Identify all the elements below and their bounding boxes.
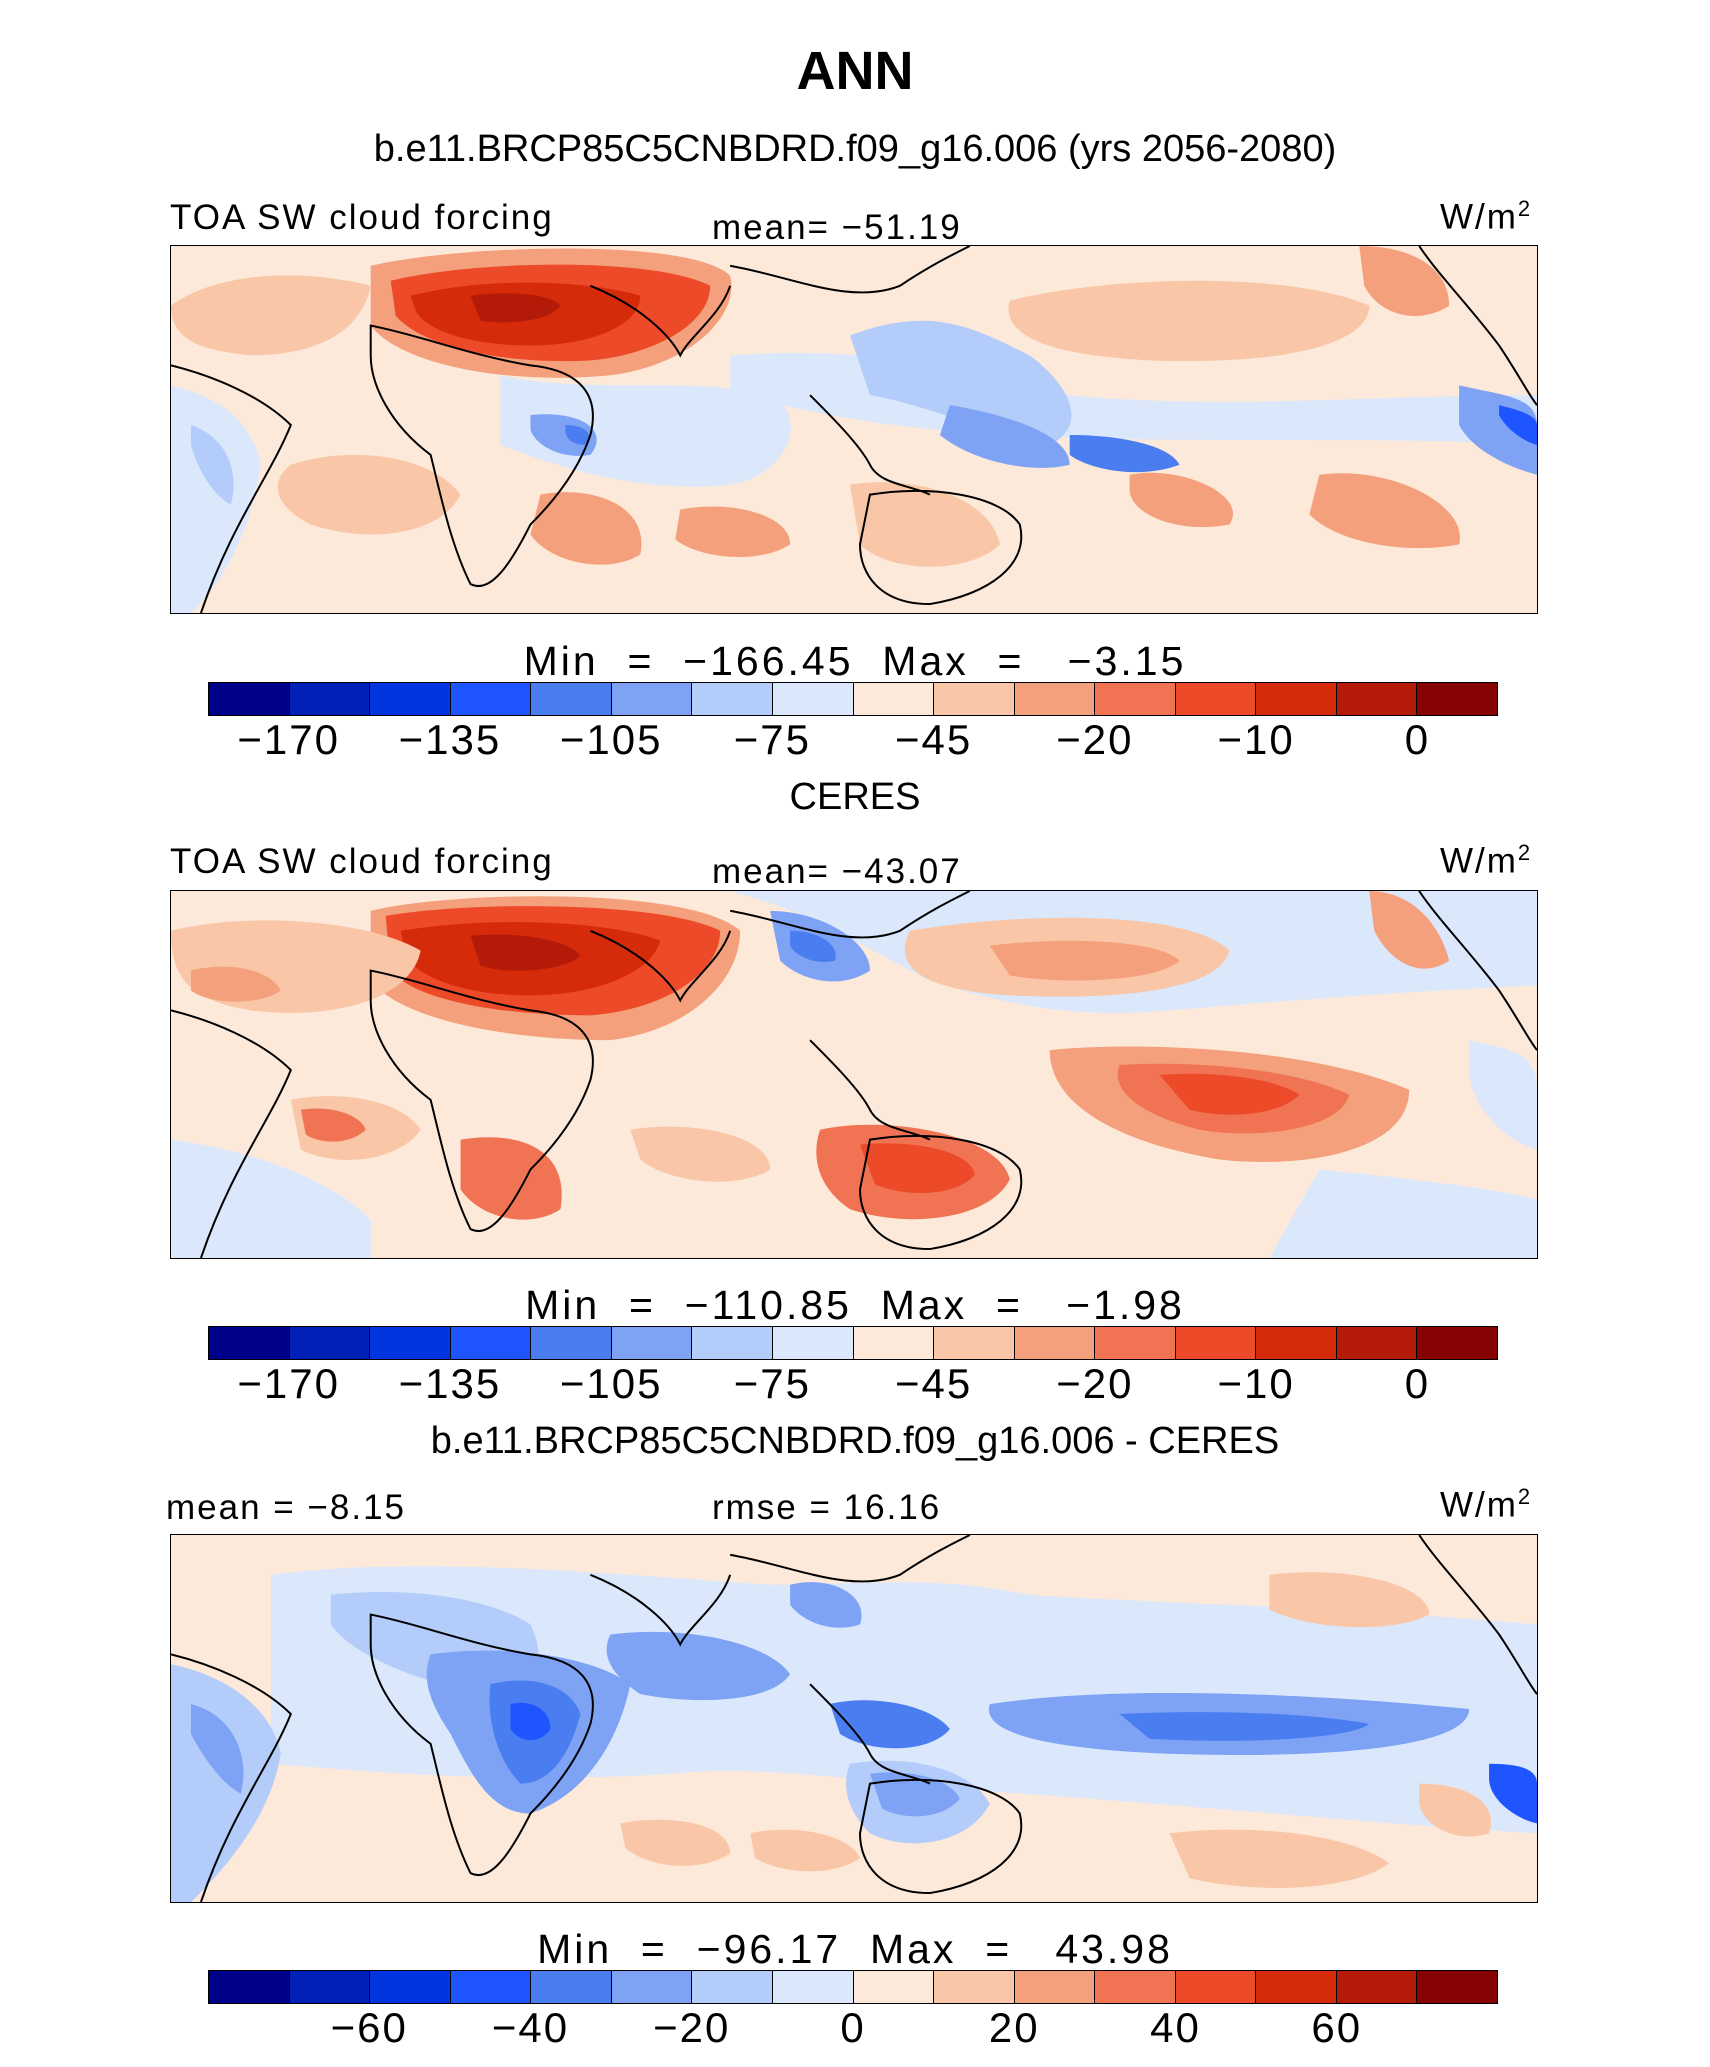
panel-3-map <box>170 1534 1538 1903</box>
colorbar-swatch <box>772 1971 854 2003</box>
panel-3-center-label: rmse = 16.16 <box>712 1488 942 1527</box>
colorbar-swatch <box>1175 1971 1257 2003</box>
colorbar-swatch <box>1014 1971 1096 2003</box>
colorbar-swatch <box>611 1971 693 2003</box>
colorbar-swatch <box>450 1327 532 1359</box>
panel-3-units: W/m2 <box>1440 1484 1533 1525</box>
colorbar-tick-label: 0 <box>1404 1360 1431 1407</box>
colorbar-swatch <box>1417 1327 1497 1359</box>
colorbar-swatch <box>370 1327 451 1359</box>
colorbar-tick-label: 60 <box>1311 2004 1363 2051</box>
colorbar-swatch <box>1095 683 1176 715</box>
colorbar-swatch <box>450 1971 532 2003</box>
panel-1-colorbar-ticks: −170 −135 −105 −75 −45 −20 −10 0 <box>0 716 1710 766</box>
colorbar-swatch <box>370 1971 451 2003</box>
panel-3-contour-map <box>171 1535 1537 1902</box>
colorbar-swatch <box>209 683 290 715</box>
colorbar-tick-label: −60 <box>330 2004 408 2051</box>
panel-2-minmax: Min = −110.85 Max = −1.98 <box>525 1282 1185 1328</box>
colorbar-tick-label: 20 <box>988 2004 1040 2051</box>
panel-1-title: b.e11.BRCP85C5CNBDRD.f09_g16.006 (yrs 20… <box>373 128 1337 170</box>
colorbar-tick-label: 0 <box>840 2004 866 2051</box>
colorbar-swatch <box>1014 683 1096 715</box>
colorbar-swatch <box>1417 683 1497 715</box>
panel-1-units: W/m2 <box>1440 196 1533 237</box>
colorbar-tick-label: 0 <box>1404 716 1431 763</box>
colorbar-swatch <box>853 683 935 715</box>
panel-2-units: W/m2 <box>1440 840 1533 881</box>
panel-3-left-label: mean = −8.15 <box>166 1488 406 1527</box>
colorbar-tick-label: −170 <box>237 716 340 763</box>
colorbar-swatch <box>934 683 1015 715</box>
colorbar-swatch <box>611 1327 693 1359</box>
colorbar-tick-label: −45 <box>895 716 973 763</box>
colorbar-tick-label: −45 <box>895 1360 973 1407</box>
colorbar-tick-label: −135 <box>398 716 502 763</box>
colorbar-swatch <box>1336 1327 1418 1359</box>
colorbar-tick-label: −20 <box>653 2004 731 2051</box>
panel-3-minmax: Min = −96.17 Max = 43.98 <box>537 1926 1173 1972</box>
colorbar-swatch <box>692 1327 773 1359</box>
panel-2-colorbar <box>208 1326 1498 1360</box>
colorbar-swatch <box>772 1327 854 1359</box>
colorbar-swatch <box>531 1971 612 2003</box>
colorbar-swatch <box>531 683 612 715</box>
panel-2-colorbar-ticks: −170 −135 −105 −75 −45 −20 −10 0 <box>0 1360 1710 1410</box>
colorbar-swatch <box>289 683 371 715</box>
panel-3-colorbar <box>208 1970 1498 2004</box>
panel-1-center-label: mean= −51.19 <box>712 208 962 247</box>
colorbar-swatch <box>1336 683 1418 715</box>
colorbar-tick-label: −10 <box>1217 1360 1295 1407</box>
panel-1-left-label: TOA SW cloud forcing <box>170 198 554 237</box>
panel-1-minmax: Min = −166.45 Max = −3.15 <box>523 638 1187 684</box>
colorbar-tick-label: −20 <box>1056 716 1134 763</box>
colorbar-swatch <box>1336 1971 1418 2003</box>
colorbar-swatch <box>289 1327 371 1359</box>
figure-title: ANN <box>796 41 914 101</box>
panel-3-colorbar-ticks: −60 −40 −20 0 20 40 60 <box>0 2004 1710 2054</box>
colorbar-swatch <box>853 1971 935 2003</box>
colorbar-swatch <box>209 1327 290 1359</box>
panel-2-left-label: TOA SW cloud forcing <box>170 842 554 881</box>
colorbar-swatch <box>1256 1971 1337 2003</box>
colorbar-swatch <box>772 683 854 715</box>
colorbar-tick-label: 40 <box>1150 2004 1201 2051</box>
panel-1-contour-map <box>171 246 1537 613</box>
colorbar-swatch <box>853 1327 935 1359</box>
colorbar-tick-label: −20 <box>1056 1360 1134 1407</box>
colorbar-swatch <box>289 1971 371 2003</box>
colorbar-swatch <box>1095 1327 1176 1359</box>
colorbar-swatch <box>209 1971 290 2003</box>
colorbar-tick-label: −10 <box>1217 716 1295 763</box>
panel-2-center-label: mean= −43.07 <box>712 852 962 891</box>
colorbar-swatch <box>370 683 451 715</box>
panel-3-title: b.e11.BRCP85C5CNBDRD.f09_g16.006 - CERES <box>430 1420 1280 1462</box>
colorbar-swatch <box>692 683 773 715</box>
colorbar-tick-label: −40 <box>491 2004 570 2051</box>
colorbar-tick-label: −75 <box>733 716 811 763</box>
colorbar-swatch <box>934 1971 1015 2003</box>
colorbar-swatch <box>1256 1327 1337 1359</box>
panel-2-map <box>170 890 1538 1259</box>
panel-1-colorbar <box>208 682 1498 716</box>
panel-1-map <box>170 245 1538 614</box>
colorbar-tick-label: −170 <box>237 1360 340 1407</box>
colorbar-swatch <box>1095 1971 1176 2003</box>
colorbar-swatch <box>934 1327 1015 1359</box>
colorbar-tick-label: −105 <box>559 716 663 763</box>
colorbar-swatch <box>1256 683 1337 715</box>
panel-2-contour-map <box>171 891 1537 1258</box>
colorbar-tick-label: −75 <box>733 1360 811 1407</box>
colorbar-swatch <box>1175 683 1257 715</box>
colorbar-swatch <box>450 683 532 715</box>
colorbar-tick-label: −135 <box>398 1360 502 1407</box>
colorbar-swatch <box>692 1971 773 2003</box>
colorbar-tick-label: −105 <box>559 1360 663 1407</box>
panel-2-title: CERES <box>789 776 921 818</box>
colorbar-swatch <box>1014 1327 1096 1359</box>
colorbar-swatch <box>1175 1327 1257 1359</box>
colorbar-swatch <box>611 683 693 715</box>
colorbar-swatch <box>1417 1971 1497 2003</box>
colorbar-swatch <box>531 1327 612 1359</box>
